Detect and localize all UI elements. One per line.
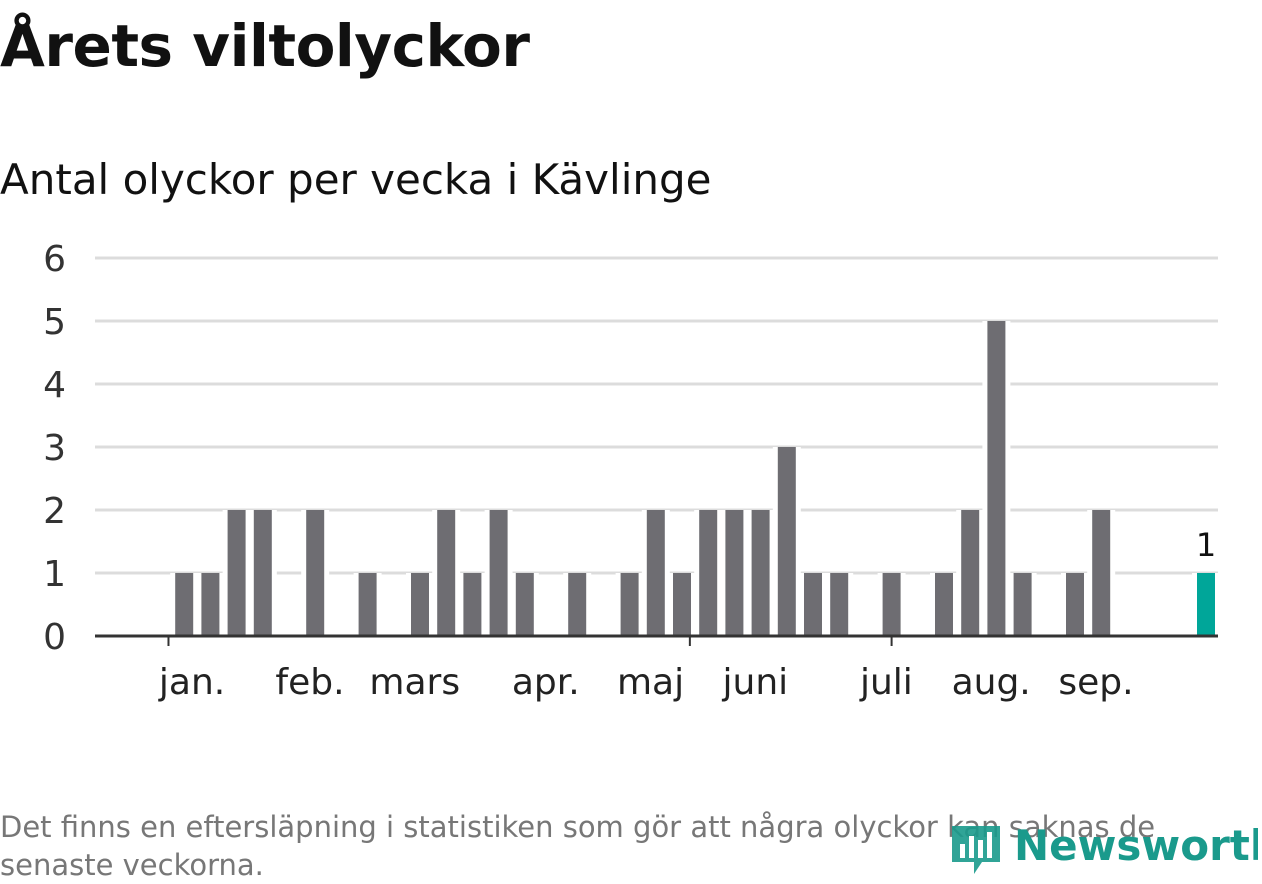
chart-subtitle: Antal olyckor per vecka i Kävlinge xyxy=(0,155,712,204)
bar xyxy=(777,447,796,636)
bar xyxy=(830,573,849,636)
bar xyxy=(699,510,718,636)
x-tick-label: juni xyxy=(722,662,789,703)
footnote: Det finns en eftersläpning i statistiken… xyxy=(0,810,1156,882)
x-tick-label: feb. xyxy=(275,662,344,703)
bar xyxy=(935,573,953,636)
x-tick-label: jan. xyxy=(158,662,225,703)
bar xyxy=(620,573,639,636)
x-axis: jan. feb. mars apr. maj juni juli aug. sep. xyxy=(95,634,1218,703)
bar xyxy=(463,573,482,636)
y-tick-label: 4 xyxy=(43,365,66,406)
bar xyxy=(227,510,246,636)
y-tick-label: 1 xyxy=(43,554,66,595)
bar xyxy=(489,510,508,636)
bar xyxy=(1092,510,1111,636)
bar xyxy=(1013,573,1032,636)
bar xyxy=(961,510,980,636)
x-tick-label: aug. xyxy=(952,662,1031,703)
x-tick-label: juli xyxy=(859,662,913,703)
bar xyxy=(646,510,665,636)
newsworthy-logo-icon xyxy=(952,826,1000,874)
bar xyxy=(253,510,272,636)
bar xyxy=(175,573,194,636)
bar xyxy=(358,573,377,636)
y-tick-label: 2 xyxy=(43,491,66,532)
bar xyxy=(1066,573,1084,636)
y-tick-label: 6 xyxy=(43,239,66,280)
y-tick-label: 3 xyxy=(43,428,66,469)
x-tick-label: apr. xyxy=(512,662,580,703)
highlight-bar-label: 1 xyxy=(1196,526,1216,564)
x-tick-label: maj xyxy=(617,662,684,703)
bar-chart: 0 1 2 3 4 5 6 1 jan. feb. mars apr. maj juni juli aug… xyxy=(43,239,1220,703)
chart-title: Årets viltolyckor xyxy=(0,12,530,80)
bar xyxy=(201,573,220,636)
bar-series: 1 xyxy=(170,321,1220,636)
bar xyxy=(437,510,456,636)
bar xyxy=(987,321,1006,636)
brand-name: Newsworthy xyxy=(1014,821,1258,870)
bar xyxy=(751,510,770,636)
y-axis: 0 1 2 3 4 5 6 xyxy=(43,239,66,658)
x-tick-label: mars xyxy=(369,662,460,703)
y-tick-label: 0 xyxy=(43,617,66,658)
bar xyxy=(515,573,534,636)
y-tick-label: 5 xyxy=(43,302,66,343)
x-tick-label: sep. xyxy=(1058,662,1133,703)
bar xyxy=(882,573,901,636)
bar xyxy=(804,573,822,636)
bar xyxy=(411,573,429,636)
bar xyxy=(568,573,587,636)
bar xyxy=(725,510,744,636)
bar xyxy=(673,573,691,636)
highlight-bar xyxy=(1197,573,1215,636)
newsworthy-logo: Newsworthy xyxy=(952,821,1258,874)
bar xyxy=(306,510,325,636)
